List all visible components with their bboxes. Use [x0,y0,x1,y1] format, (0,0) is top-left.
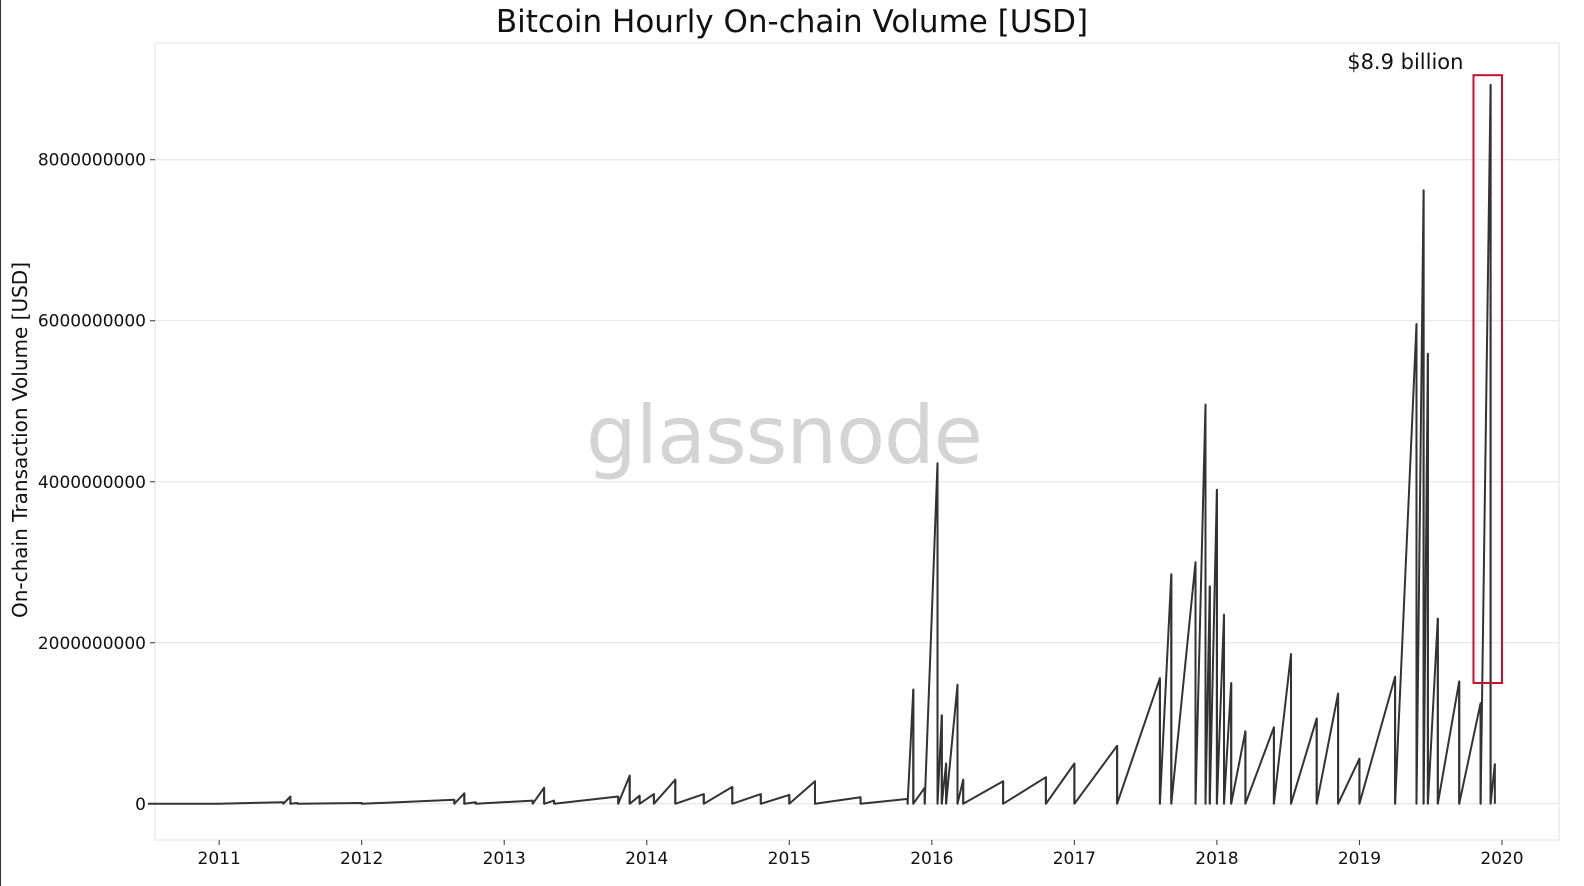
x-tick-label-9: 2020 [1480,849,1523,869]
x-tick-label-4: 2015 [768,849,811,869]
annotation-box-0 [1472,74,1503,685]
x-axis: 2011 2012 2013 2014 2015 2016 2017 2018 2019 2020 [198,840,1524,869]
x-tick-label-5: 2016 [910,849,953,869]
watermark-glassnode: glassnode [586,389,982,482]
y-tick-label-3: 6000000000 [38,312,146,332]
x-tick-label-2: 2013 [483,849,526,869]
y-tick-label-2: 4000000000 [38,473,146,493]
y-axis: 0 2000000000 4000000000 6000000000 800000000… [38,151,155,815]
x-tick-label-3: 2014 [625,849,668,869]
x-tick-label-8: 2019 [1338,849,1381,869]
left-border-line [0,0,1,886]
annotation-label-0: $8.9 billion [1347,50,1463,74]
y-tick-label-1: 2000000000 [38,634,146,654]
x-tick-label-6: 2017 [1053,849,1096,869]
volume-series [147,83,1496,805]
y-tick-label-0: 0 [135,795,146,815]
x-tick-label-1: 2012 [340,849,383,869]
y-tick-label-4: 8000000000 [38,151,146,171]
x-tick-label-7: 2018 [1195,849,1238,869]
x-tick-label-0: 2011 [198,849,241,869]
annotations: $8.9 billion [1347,50,1503,685]
chart-title: Bitcoin Hourly On-chain Volume [USD] [495,4,1089,40]
gridlines [155,159,1559,805]
plot-area-frame [154,42,1560,841]
